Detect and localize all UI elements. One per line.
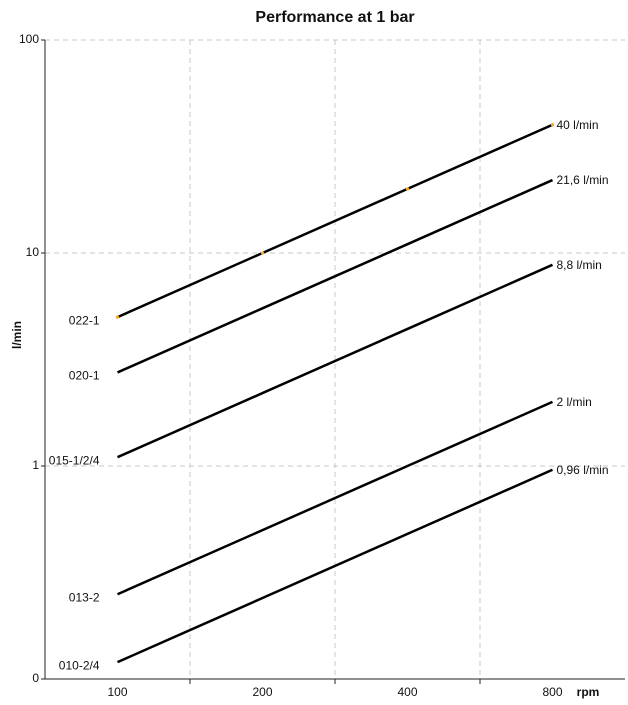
x-tick-label: 800 (542, 685, 562, 699)
chart-title: Performance at 1 bar (255, 9, 414, 26)
x-tick-label: 200 (252, 685, 272, 699)
series-line (116, 468, 554, 664)
y-tick-label: 1 (32, 458, 39, 472)
series-line (116, 178, 554, 374)
series-line (116, 400, 554, 596)
y-tick-label: 100 (19, 32, 39, 46)
end-label: 40 l/min (557, 118, 599, 132)
series-line (116, 123, 554, 319)
series-name: 020-1 (69, 369, 100, 383)
point-marker (115, 315, 120, 319)
series-name: 013-2 (69, 590, 100, 604)
point-marker (550, 123, 555, 127)
y-tick-label: 0 (32, 671, 39, 685)
x-tick-label: 100 (107, 685, 127, 699)
end-label: 8,8 l/min (557, 258, 602, 272)
x-tick-label: 400 (397, 685, 417, 699)
series-name: 015-1/2/4 (49, 453, 100, 467)
end-label: 21,6 l/min (557, 173, 609, 187)
x-axis-title: rpm (577, 685, 600, 699)
series-name: 022-1 (69, 313, 100, 327)
end-label: 2 l/min (557, 395, 592, 409)
y-axis-title: l/min (10, 321, 24, 349)
y-tick-label: 10 (26, 245, 40, 259)
point-marker (405, 187, 410, 191)
point-marker (260, 251, 265, 255)
series-line (116, 263, 554, 459)
end-label: 0,96 l/min (557, 463, 609, 477)
series-name: 010-2/4 (59, 658, 100, 672)
